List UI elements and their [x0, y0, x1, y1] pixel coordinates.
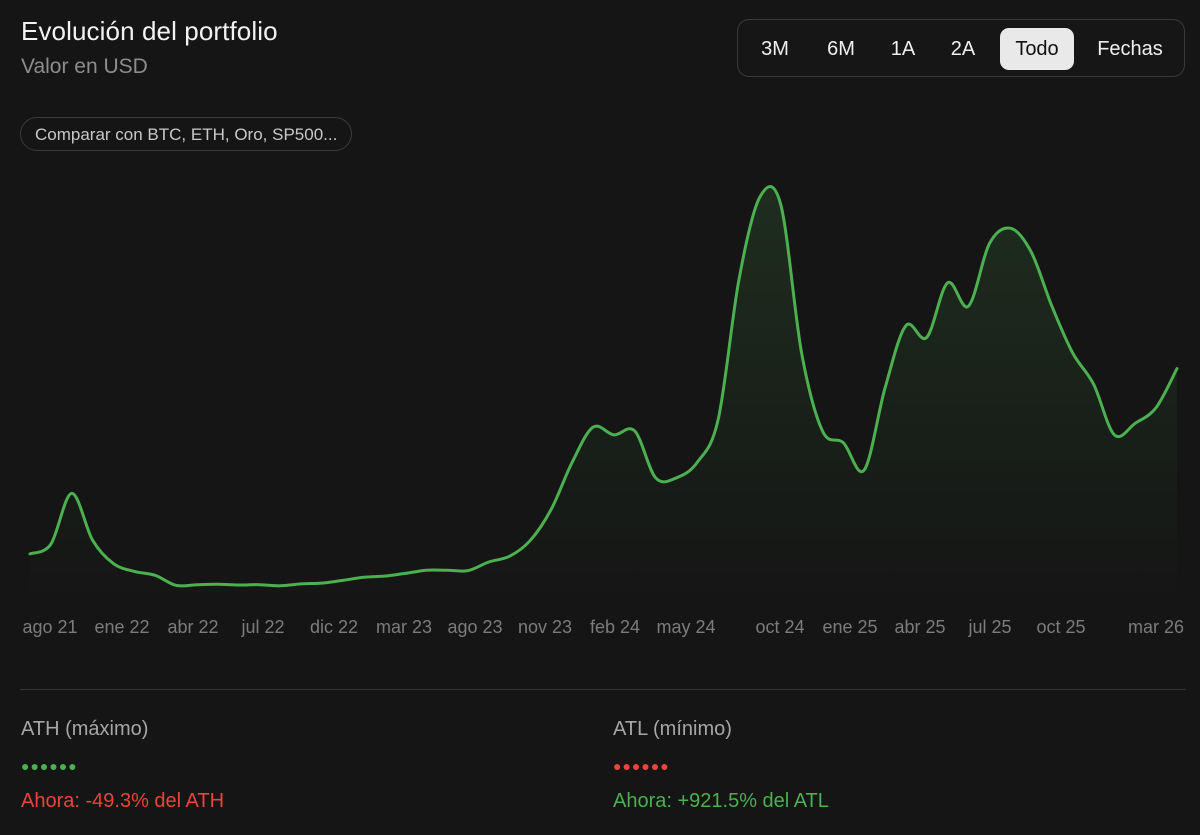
ath-dots: ●●●●●● — [21, 758, 78, 774]
x-tick-label: abr 25 — [894, 617, 945, 637]
range-6m-button[interactable]: 6M — [827, 38, 855, 60]
atl-dots: ●●●●●● — [613, 758, 670, 774]
atl-now-text: Ahora: +921.5% del ATL — [613, 790, 829, 812]
chart-series-line — [28, 185, 1179, 588]
x-tick-label: oct 25 — [1036, 617, 1085, 637]
page-title: Evolución del portfolio — [21, 16, 278, 46]
x-tick-label: ago 23 — [447, 617, 502, 637]
atl-label: ATL (mínimo) — [613, 718, 732, 740]
x-tick-label: mar 23 — [376, 617, 432, 637]
x-tick-label: feb 24 — [590, 617, 640, 637]
range-selector: 3M 6M 1A 2A Todo Fechas — [737, 19, 1185, 77]
x-tick-label: jul 22 — [240, 617, 284, 637]
divider — [20, 689, 1186, 690]
portfolio-chart: ago 21 ene 22 abr 22 jul 22 dic 22 mar 23 ago … — [22, 185, 1184, 637]
x-tick-label: nov 23 — [518, 617, 572, 637]
ath-label: ATH (máximo) — [21, 718, 149, 740]
x-tick-label: abr 22 — [167, 617, 218, 637]
x-tick-label: may 24 — [656, 617, 715, 637]
range-fechas-button[interactable]: Fechas — [1097, 38, 1163, 60]
range-3m-button[interactable]: 3M — [761, 38, 789, 60]
range-2a-button[interactable]: 2A — [950, 38, 976, 60]
ath-now-text: Ahora: -49.3% del ATH — [21, 790, 225, 812]
x-tick-label: mar 26 — [1128, 617, 1184, 637]
x-tick-label: dic 22 — [310, 617, 358, 637]
x-tick-label: ene 22 — [94, 617, 149, 637]
x-tick-label: jul 25 — [967, 617, 1011, 637]
x-tick-label: ago 21 — [22, 617, 77, 637]
page-subtitle: Valor en USD — [21, 55, 148, 78]
compare-button[interactable]: Comparar con BTC, ETH, Oro, SP500... — [20, 117, 353, 151]
range-1a-button[interactable]: 1A — [890, 38, 916, 60]
chart-area-fill — [30, 186, 1177, 600]
x-tick-label: ene 25 — [822, 617, 877, 637]
range-todo-button[interactable]: Todo — [1000, 28, 1074, 70]
x-tick-label: oct 24 — [755, 617, 804, 637]
